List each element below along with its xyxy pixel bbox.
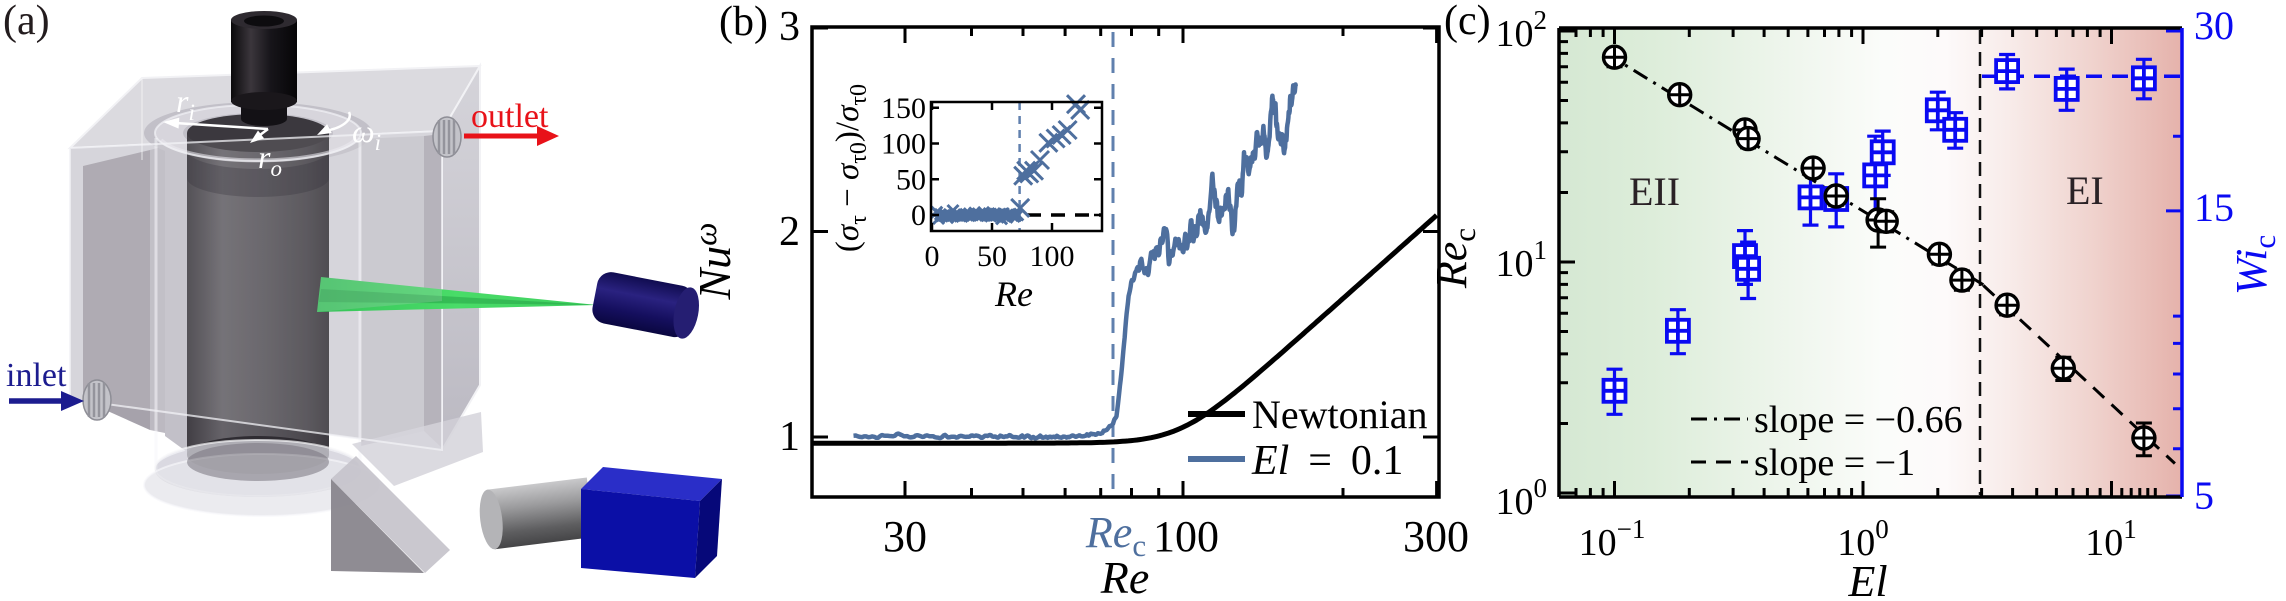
svg-text:0: 0 bbox=[911, 199, 926, 232]
svg-text:100: 100 bbox=[1030, 240, 1075, 273]
svg-text:EII: EII bbox=[1629, 169, 1680, 214]
svg-text:50: 50 bbox=[896, 163, 926, 196]
svg-text:Newtonian: Newtonian bbox=[1252, 392, 1428, 437]
svg-text:Re: Re bbox=[994, 274, 1033, 314]
svg-text:0: 0 bbox=[925, 240, 940, 273]
svg-text:2: 2 bbox=[779, 209, 800, 255]
svg-text:100: 100 bbox=[1153, 512, 1219, 561]
svg-text:outlet: outlet bbox=[471, 98, 549, 135]
svg-text:(στ − στ0)/στ0: (στ − στ0)/στ0 bbox=[830, 84, 872, 252]
svg-text:100: 100 bbox=[881, 128, 926, 161]
svg-text:30: 30 bbox=[2194, 3, 2234, 48]
svg-text:slope = −1: slope = −1 bbox=[1754, 442, 1915, 484]
svg-text:El: El bbox=[1847, 557, 1887, 601]
svg-text:150: 150 bbox=[881, 92, 926, 125]
svg-text:slope = −0.66: slope = −0.66 bbox=[1754, 399, 1963, 441]
svg-text:100: 100 bbox=[1837, 514, 1889, 564]
svg-text:Re: Re bbox=[1100, 552, 1150, 601]
svg-text:inlet: inlet bbox=[6, 357, 67, 394]
svg-text:15: 15 bbox=[2194, 185, 2234, 230]
svg-text:300: 300 bbox=[1403, 512, 1469, 561]
svg-text:1: 1 bbox=[779, 414, 800, 460]
svg-text:(b): (b) bbox=[719, 0, 768, 45]
svg-text:5: 5 bbox=[2194, 473, 2214, 518]
svg-text:(a): (a) bbox=[3, 0, 50, 44]
svg-text:50: 50 bbox=[977, 240, 1007, 273]
svg-text:30: 30 bbox=[883, 512, 927, 561]
svg-text:EI: EI bbox=[2066, 168, 2104, 213]
svg-text:3: 3 bbox=[779, 4, 800, 50]
svg-text:100: 100 bbox=[1496, 473, 1548, 523]
svg-text:(c): (c) bbox=[1444, 0, 1491, 44]
svg-text:El = 0.1: El = 0.1 bbox=[1251, 438, 1403, 484]
